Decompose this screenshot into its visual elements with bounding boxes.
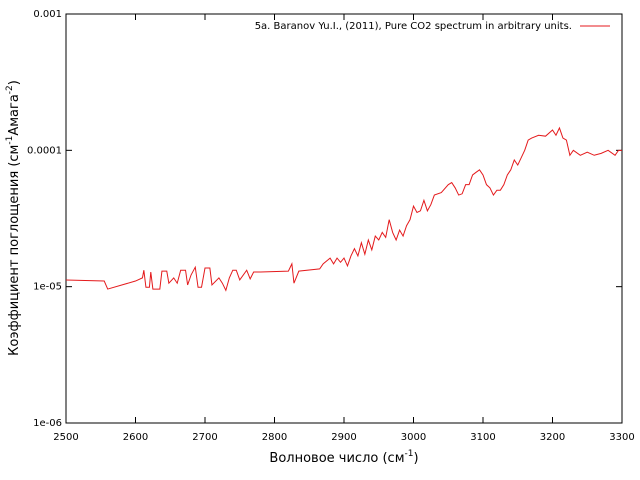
legend-label: 5a. Baranov Yu.I., (2011), Pure CO2 spec… (255, 21, 572, 32)
x-tick-label: 3100 (470, 432, 495, 443)
plot-frame (65, 13, 623, 424)
label-part: Коэффициент поглощения (см (7, 145, 22, 356)
label-part: ) (413, 451, 418, 466)
x-tick-label: 2600 (123, 432, 148, 443)
label-part: Амага (7, 94, 22, 135)
y-tick-label: 1e-05 (33, 282, 62, 293)
label-part: Волновое число (см (269, 451, 404, 466)
y-axis-label: Коэффициент поглощения (см-1Амага-2) (5, 80, 22, 356)
superscript: -1 (5, 136, 15, 145)
x-tick-label: 2800 (262, 432, 287, 443)
x-axis-label: Волновое число (см-1) (269, 449, 418, 466)
y-tick-label: 1e-06 (33, 418, 62, 429)
x-tick-label: 2900 (331, 432, 356, 443)
x-tick-label: 3200 (540, 432, 565, 443)
y-tick-label: 0.0001 (27, 145, 62, 156)
superscript: -1 (405, 449, 414, 459)
x-tick-label: 2500 (53, 432, 78, 443)
x-tick-label: 3300 (609, 432, 634, 443)
x-tick-label: 3000 (401, 432, 426, 443)
superscript: -2 (5, 85, 15, 94)
data-line (65, 126, 622, 292)
label-part: ) (7, 80, 22, 85)
y-tick-label: 0.001 (33, 9, 62, 20)
x-tick-label: 2700 (192, 432, 217, 443)
